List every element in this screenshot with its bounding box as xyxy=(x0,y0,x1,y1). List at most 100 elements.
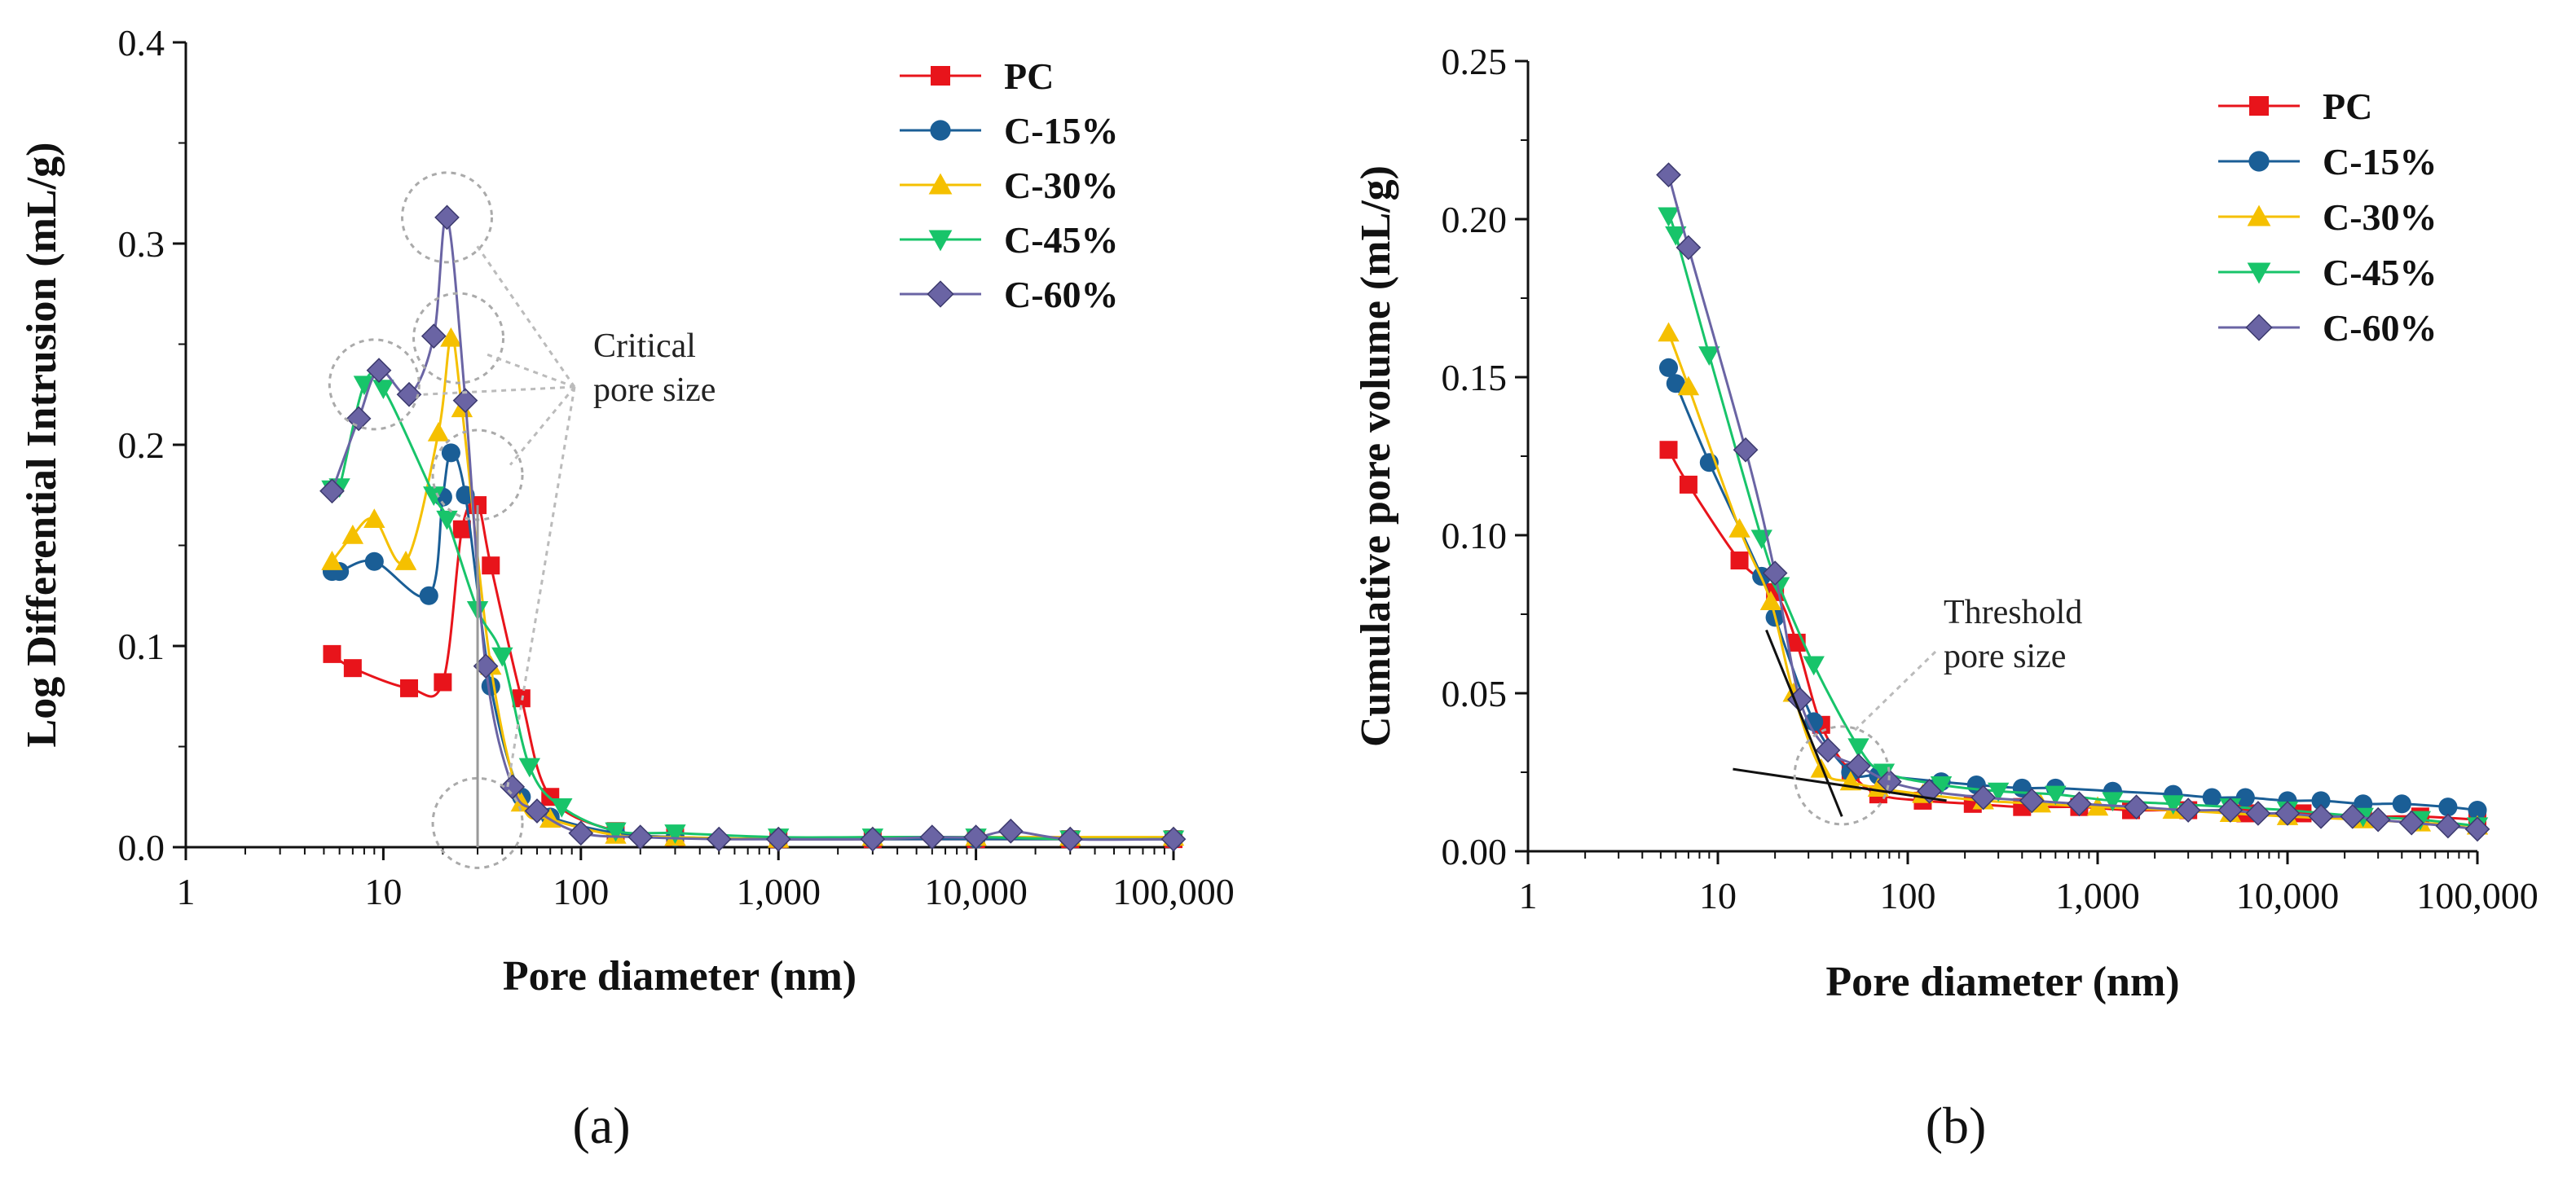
legend-marker xyxy=(927,280,954,308)
y-axis-title: Log Differential Intrusion (mL/g) xyxy=(19,143,65,748)
data-point xyxy=(363,508,385,528)
panel-a: 1 10 100 1,000 10,000 100,000 0.0 0.1 0.2 0.3 0.4 P… xyxy=(19,22,1235,1000)
legend-label: C-45% xyxy=(1004,219,1119,261)
legend-marker xyxy=(931,66,950,86)
data-point xyxy=(419,586,438,605)
y-tick-label: 0.4 xyxy=(118,22,165,64)
data-point xyxy=(341,524,364,544)
series-c-45pct xyxy=(1658,207,2489,837)
data-point xyxy=(605,822,627,842)
data-point xyxy=(568,820,594,846)
data-point xyxy=(1677,376,1700,396)
data-point xyxy=(2102,792,2124,812)
data-point xyxy=(427,421,450,442)
data-point xyxy=(1730,551,1749,570)
data-point xyxy=(1679,475,1698,494)
y-tick-label: 0.20 xyxy=(1442,199,1508,240)
data-point xyxy=(343,659,362,678)
x-tick-label: 1,000 xyxy=(736,871,821,912)
data-point xyxy=(1665,226,1687,246)
data-point xyxy=(997,818,1024,844)
data-point xyxy=(860,826,886,852)
legend-label: C-60% xyxy=(2323,307,2437,349)
y-tick-label: 0.2 xyxy=(118,424,165,466)
data-point xyxy=(2175,798,2201,823)
annotation-text: Threshold xyxy=(1944,594,2082,631)
y-tick-label: 0.15 xyxy=(1442,357,1508,398)
data-point xyxy=(1803,656,1825,676)
data-point xyxy=(664,824,686,844)
series-pc xyxy=(323,496,1182,849)
x-tick-label: 10 xyxy=(1699,875,1737,916)
annotation-arrow xyxy=(423,385,575,396)
tangent-line xyxy=(1733,767,1947,802)
highlight-circle xyxy=(1793,725,1891,826)
annotation-arrow xyxy=(509,386,576,466)
data-point xyxy=(346,406,372,432)
data-point xyxy=(1659,441,1678,459)
data-point xyxy=(1930,776,1953,796)
series-line xyxy=(330,371,1174,841)
data-point xyxy=(434,673,452,692)
data-point xyxy=(2124,794,2149,820)
annotation-marks xyxy=(1733,629,1947,826)
series-line xyxy=(331,215,1174,841)
data-point xyxy=(1698,346,1720,367)
data-point xyxy=(2067,791,2092,817)
legend-marker xyxy=(2245,314,2273,341)
data-point xyxy=(1658,358,1679,377)
data-point xyxy=(399,679,418,697)
data-point xyxy=(1759,591,1782,611)
data-point xyxy=(372,380,394,400)
data-point xyxy=(2274,801,2301,826)
legend-marker xyxy=(2249,96,2269,116)
series-c-15pct xyxy=(322,443,1183,849)
series-pc xyxy=(1659,441,2486,829)
panel-a-label: (a) xyxy=(572,1096,630,1154)
x-axis-title: Pore diameter (nm) xyxy=(1825,959,2179,1005)
data-point xyxy=(627,824,654,850)
data-point xyxy=(524,798,550,824)
x-tick-label: 10,000 xyxy=(2236,875,2340,916)
y-tick-label: 0.0 xyxy=(118,827,165,868)
series-line xyxy=(332,451,1174,841)
legend-label: PC xyxy=(2323,86,2372,127)
legend-marker xyxy=(928,230,953,252)
annotation-text: Critical xyxy=(593,327,696,365)
x-tick-label: 100 xyxy=(553,871,609,912)
series-c-30pct xyxy=(321,327,1185,848)
x-tick-label: 1 xyxy=(177,871,196,912)
y-tick-label: 0.05 xyxy=(1442,673,1508,714)
data-point xyxy=(2308,803,2334,829)
data-point xyxy=(1658,207,1680,227)
annotation-arrow xyxy=(474,243,576,388)
data-point xyxy=(1762,560,1788,586)
data-point xyxy=(491,647,513,667)
data-point xyxy=(321,551,343,570)
data-point xyxy=(323,644,341,663)
legend-marker xyxy=(930,120,951,141)
series-line xyxy=(1667,332,2478,828)
data-point xyxy=(481,676,500,696)
data-point xyxy=(366,358,392,383)
tangent-line xyxy=(1765,629,1843,817)
y-axis-title: Cumulative pore volume (mL/g) xyxy=(1353,165,1399,747)
data-point xyxy=(706,826,732,852)
data-point xyxy=(500,774,526,800)
data-point xyxy=(2235,788,2255,807)
data-point xyxy=(1160,826,1187,852)
x-tick-label: 100 xyxy=(1880,875,1936,916)
data-point xyxy=(1728,518,1750,538)
legend-marker xyxy=(2247,204,2271,226)
data-point xyxy=(482,556,500,575)
data-point xyxy=(1658,322,1680,342)
legend-label: C-30% xyxy=(1004,165,1119,206)
data-point xyxy=(364,551,384,571)
legend: PC C-15% C-30% C-45% C-60% xyxy=(900,55,1119,315)
data-point xyxy=(963,824,989,850)
data-point xyxy=(2435,813,2461,839)
data-point xyxy=(421,323,447,349)
annotation-marks xyxy=(328,171,576,869)
data-point xyxy=(518,758,541,778)
